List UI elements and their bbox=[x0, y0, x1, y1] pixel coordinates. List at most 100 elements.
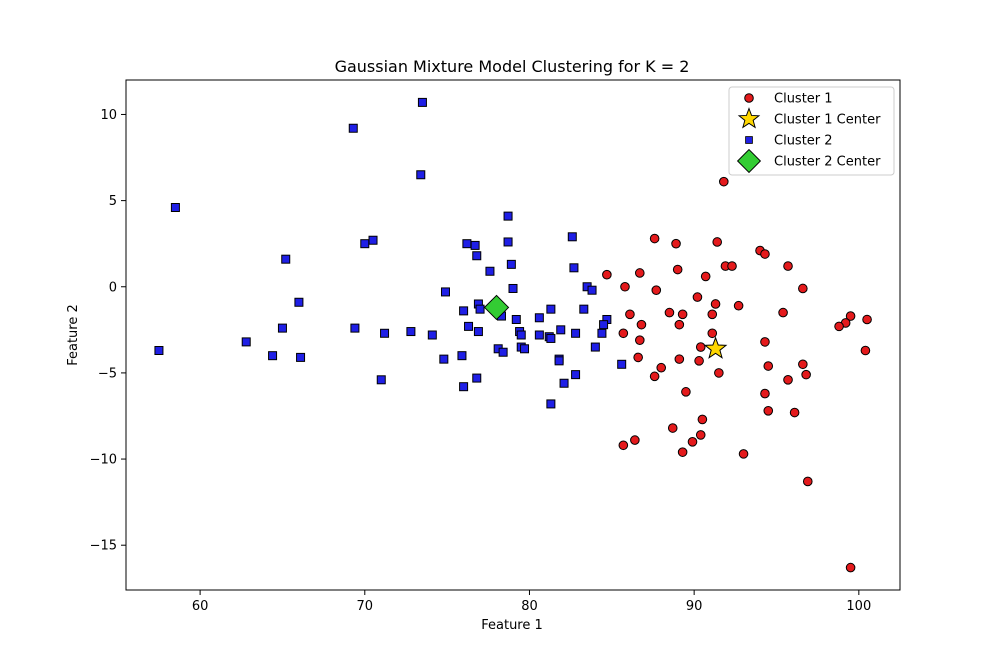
cluster-2-point bbox=[376, 375, 386, 385]
cluster-2-point bbox=[534, 330, 544, 340]
cluster-2-point bbox=[459, 306, 469, 316]
cluster-2-point bbox=[268, 351, 278, 361]
legend: Cluster 1 Cluster 1 Center Cluster 2 Cluste… bbox=[728, 86, 895, 176]
cluster-1-point bbox=[649, 233, 660, 244]
cluster-2-point bbox=[516, 330, 526, 340]
cluster-1-point bbox=[707, 328, 718, 339]
cluster-1-point bbox=[707, 309, 718, 320]
y-axis: 10 5 0 −5 −10 −15 bbox=[90, 108, 126, 554]
cluster-1-point bbox=[695, 342, 706, 352]
cluster-2-point bbox=[503, 211, 513, 221]
cluster-1-point bbox=[712, 237, 723, 247]
cluster-1-point bbox=[694, 356, 704, 366]
cluster-2-point bbox=[554, 356, 564, 366]
cluster-2-point bbox=[427, 330, 437, 340]
cluster-2-point bbox=[590, 342, 600, 352]
cluster-2-point bbox=[579, 304, 589, 314]
cluster-2-point bbox=[511, 314, 521, 324]
cluster-1-point bbox=[635, 268, 645, 278]
x-axis: 60 70 80 90 100 bbox=[192, 590, 871, 614]
cluster-2-point bbox=[348, 123, 358, 133]
cluster-1-point bbox=[760, 388, 770, 399]
cluster-1-point bbox=[649, 371, 660, 382]
cluster-1-point bbox=[733, 300, 744, 311]
legend-marker-cluster-2-center bbox=[736, 148, 762, 174]
cluster-1-point bbox=[860, 345, 871, 356]
cluster-2-point bbox=[350, 323, 360, 333]
cluster-2-point bbox=[485, 266, 495, 276]
cluster-1-point bbox=[671, 238, 681, 249]
cluster-1-point bbox=[718, 176, 729, 187]
cluster-1-point bbox=[692, 292, 703, 302]
legend-item-cluster-2-center: Cluster 2 Center bbox=[736, 148, 881, 174]
legend-marker-cluster-2 bbox=[745, 136, 753, 144]
cluster-1-point bbox=[783, 374, 793, 385]
cluster-1-center-marker bbox=[703, 336, 728, 359]
y-tick-label: −5 bbox=[98, 366, 117, 381]
cluster-2-point bbox=[597, 328, 607, 338]
legend-label: Cluster 2 bbox=[774, 134, 833, 149]
cluster-1-point bbox=[674, 319, 685, 330]
legend-marker-cluster-1 bbox=[744, 93, 754, 103]
y-tick-label: 0 bbox=[109, 280, 117, 295]
cluster-1-point bbox=[778, 307, 788, 318]
cluster-2-point bbox=[473, 327, 483, 337]
cluster-2-point bbox=[475, 304, 485, 314]
legend-label: Cluster 1 Center bbox=[774, 113, 881, 128]
cluster-1-point bbox=[664, 307, 675, 318]
cluster-1-point bbox=[697, 414, 708, 425]
cluster-2-point bbox=[439, 354, 449, 364]
cluster-2-point bbox=[472, 251, 482, 261]
cluster-2-point bbox=[567, 232, 577, 242]
cluster-1-point bbox=[602, 269, 612, 280]
cluster-1-point bbox=[667, 423, 678, 433]
cluster-1-point bbox=[681, 387, 691, 397]
cluster-2-point bbox=[617, 359, 627, 369]
cluster-1-point bbox=[677, 447, 688, 457]
cluster-2-point bbox=[464, 321, 474, 331]
cluster-2-point bbox=[506, 259, 516, 269]
cluster-2-point bbox=[546, 304, 556, 314]
legend-label: Cluster 1 bbox=[774, 92, 833, 107]
cluster-2-point bbox=[457, 351, 467, 361]
cluster-1-point bbox=[620, 281, 630, 292]
cluster-2-point bbox=[599, 320, 609, 330]
cluster-1-point bbox=[618, 440, 629, 451]
cluster-1-point bbox=[783, 261, 793, 271]
cluster-2-point bbox=[498, 347, 508, 357]
y-tick-label: −15 bbox=[90, 539, 117, 554]
cluster-2-point bbox=[571, 370, 581, 380]
cluster-2-point bbox=[571, 328, 581, 338]
cluster-1-point bbox=[760, 249, 770, 259]
legend-marker-cluster-1-center bbox=[737, 107, 761, 129]
cluster-2-point bbox=[503, 237, 513, 247]
x-tick-label: 60 bbox=[192, 599, 209, 614]
cluster-2-point bbox=[459, 382, 469, 392]
cluster-2-point bbox=[520, 344, 530, 354]
cluster-2-point bbox=[569, 263, 579, 273]
cluster-2-point bbox=[534, 313, 544, 323]
cluster-1-point bbox=[636, 319, 647, 330]
cluster-2-point bbox=[556, 325, 566, 335]
cluster-1-point bbox=[714, 368, 724, 378]
cluster-1-point bbox=[845, 562, 856, 573]
chart-title: Gaussian Mixture Model Clustering for K … bbox=[335, 57, 690, 76]
cluster-1-point bbox=[677, 309, 688, 320]
cluster-1-point bbox=[763, 361, 774, 371]
cluster-2-point bbox=[462, 239, 472, 249]
x-axis-label: Feature 1 bbox=[481, 618, 543, 633]
cluster-1-point bbox=[801, 369, 811, 380]
cluster-2-point bbox=[508, 283, 518, 293]
cluster-2-point bbox=[296, 352, 306, 362]
legend-item-cluster-2: Cluster 2 bbox=[745, 134, 833, 149]
cluster-1-point bbox=[802, 476, 813, 487]
x-tick-label: 100 bbox=[846, 599, 871, 614]
cluster-1-point bbox=[625, 309, 635, 320]
legend-item-cluster-1-center: Cluster 1 Center bbox=[737, 107, 881, 129]
cluster-2-point bbox=[360, 239, 370, 249]
cluster-2-point bbox=[406, 327, 416, 337]
cluster-2-point bbox=[470, 240, 480, 250]
cluster-1-point bbox=[674, 354, 685, 364]
cluster-1-point bbox=[845, 311, 856, 321]
cluster-2-point bbox=[154, 346, 164, 356]
